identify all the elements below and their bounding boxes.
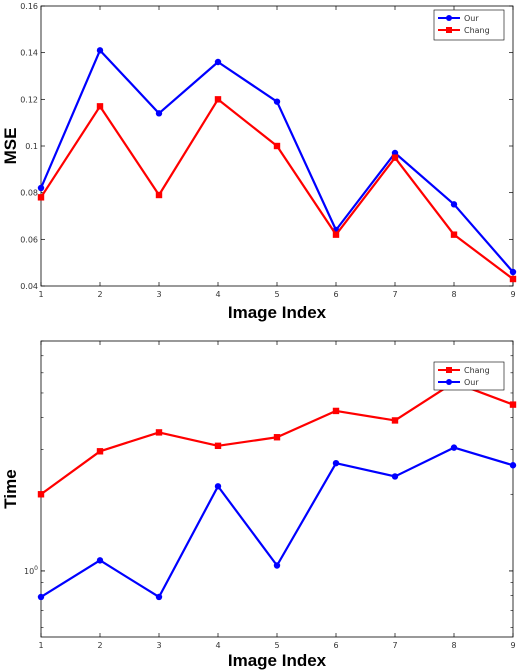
mse-point-our: [214, 58, 222, 66]
mse-chart: 1 2 3 4 5 6 7 8 9 0.04 0.06 0.08 0.1 0.12 0.14 0.16 Im…: [1, 2, 517, 322]
time-point-our: [96, 557, 104, 564]
mse-point-chang: [391, 154, 399, 161]
mse-x-tick-label: 4: [215, 290, 220, 299]
mse-series: [37, 47, 517, 283]
mse-x-axis-label: Image Index: [228, 303, 327, 322]
time-x-tick-label: 4: [215, 641, 220, 650]
time-x-axis-label: Image Index: [228, 651, 327, 670]
mse-legend-label-chang: Chang: [464, 26, 490, 35]
time-point-chang: [391, 417, 399, 424]
time-legend-box: [433, 361, 505, 391]
mse-x-tick-label: 1: [38, 290, 43, 299]
time-point-chang: [155, 429, 163, 436]
time-point-chang: [509, 401, 517, 408]
time-legend-label-chang: Chang: [464, 366, 490, 375]
mse-y-axis-label: MSE: [1, 128, 20, 165]
time-chart: 1 2 3 4 5 6 7 8 9 100 Image Index Time Chang Our: [1, 340, 517, 670]
mse-legend: Our Chang: [433, 9, 505, 41]
mse-point-chang: [214, 96, 222, 103]
mse-y-tick-label: 0.14: [20, 49, 38, 58]
mse-y-tick-label: 0.12: [20, 95, 38, 104]
mse-y-tick-label: 0.04: [20, 282, 38, 291]
time-series: [37, 379, 517, 601]
mse-x-tick-label: 3: [156, 290, 161, 299]
mse-x-tick-label: 5: [274, 290, 279, 299]
mse-y-ticks: 0.04 0.06 0.08 0.1 0.12 0.14 0.16: [20, 2, 513, 291]
mse-point-chang: [509, 275, 517, 283]
mse-x-tick-label: 8: [451, 290, 456, 299]
time-legend: Chang Our: [433, 361, 505, 391]
time-x-tick-label: 7: [392, 641, 397, 650]
time-point-our: [214, 483, 222, 490]
mse-point-our: [37, 184, 45, 192]
mse-x-ticks: 1 2 3 4 5 6 7 8 9: [38, 6, 516, 299]
time-point-chang: [96, 448, 104, 455]
mse-x-tick-label: 9: [510, 290, 515, 299]
mse-x-tick-label: 7: [392, 290, 397, 299]
mse-point-our: [155, 110, 163, 117]
time-y-axis-label: Time: [1, 469, 20, 508]
mse-point-our: [509, 268, 517, 276]
time-point-chang: [273, 434, 281, 441]
time-point-chang: [214, 442, 222, 450]
time-point-our: [509, 462, 517, 469]
time-x-tick-label: 2: [97, 641, 102, 650]
time-point-our: [155, 593, 163, 601]
mse-x-tick-label: 2: [97, 290, 102, 299]
time-point-chang: [37, 491, 45, 498]
time-series-line-our: [40, 446, 514, 599]
time-point-our: [273, 562, 281, 569]
time-x-tick-label: 6: [333, 641, 338, 650]
mse-series-line-chang: [40, 98, 514, 280]
mse-y-tick-label: 0.16: [20, 2, 38, 11]
mse-point-our: [450, 201, 458, 208]
mse-y-tick-label: 0.1: [25, 142, 38, 151]
mse-x-tick-label: 6: [333, 290, 338, 299]
mse-y-tick-label: 0.08: [20, 189, 38, 198]
mse-legend-marker-chang: [446, 27, 452, 33]
mse-point-chang: [155, 191, 163, 199]
time-y-ticks: 100: [24, 340, 513, 628]
time-legend-label-our: Our: [464, 378, 479, 387]
time-y-tick-label: 100: [24, 565, 38, 576]
time-point-our: [332, 459, 340, 467]
time-point-our: [391, 473, 399, 480]
mse-series-line-our: [39, 49, 514, 273]
mse-point-our: [273, 98, 281, 105]
time-x-tick-label: 5: [274, 641, 279, 650]
mse-point-chang: [450, 231, 458, 238]
mse-legend-box: [433, 9, 505, 41]
time-x-tick-label: 9: [510, 641, 515, 650]
time-legend-marker-chang: [446, 367, 452, 373]
mse-point-chang: [273, 142, 281, 150]
time-x-tick-label: 8: [451, 641, 456, 650]
mse-point-chang: [37, 194, 45, 201]
mse-legend-label-our: Our: [464, 14, 479, 23]
time-x-tick-label: 1: [38, 641, 43, 650]
mse-point-our: [96, 47, 104, 54]
time-x-ticks: 1 2 3 4 5 6 7 8 9: [38, 341, 516, 650]
time-point-our: [37, 593, 45, 601]
time-point-chang: [332, 407, 340, 415]
mse-legend-marker-our: [446, 15, 452, 21]
time-point-our: [450, 444, 458, 451]
mse-point-chang: [332, 231, 340, 238]
mse-y-tick-label: 0.06: [20, 235, 38, 244]
time-x-tick-label: 3: [156, 641, 161, 650]
mse-point-chang: [96, 103, 104, 110]
time-legend-marker-our: [446, 379, 452, 385]
